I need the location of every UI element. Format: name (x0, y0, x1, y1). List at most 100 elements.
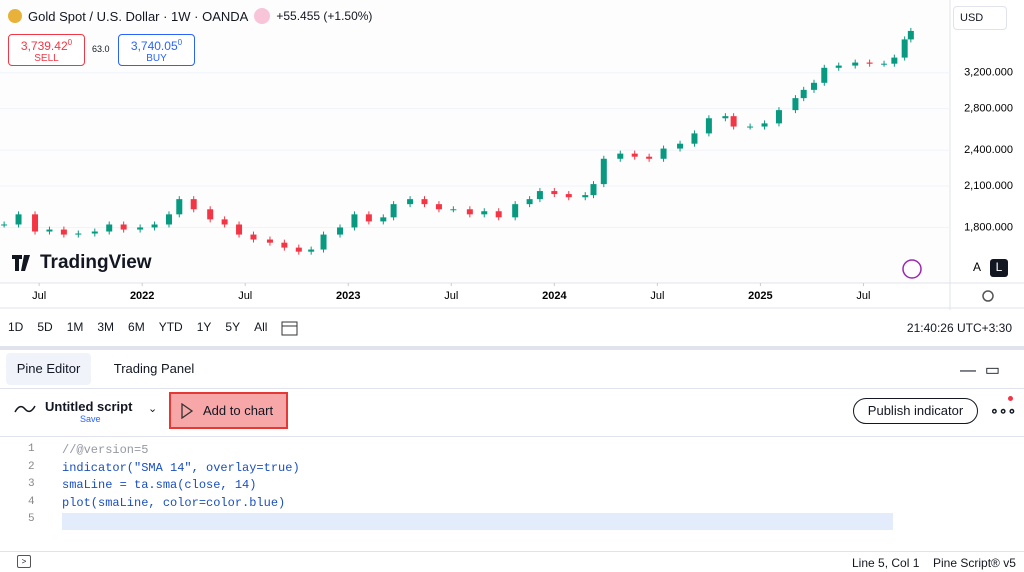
symbol: Gold Spot / U.S. Dollar · 1W · OANDA (28, 8, 249, 24)
candle (617, 153, 624, 159)
cursor-position: Line 5, Col 1 (852, 556, 920, 570)
range[interactable]: 3M (97, 320, 115, 334)
buy-button[interactable]: 3,740.050 BUY (118, 34, 195, 66)
button-bg[interactable] (990, 259, 1008, 277)
candle (590, 184, 597, 196)
candle (320, 234, 327, 250)
button-a[interactable]: A (973, 260, 981, 274)
button-l[interactable]: L (996, 260, 1003, 274)
sell-label: SELL (34, 53, 59, 64)
buy-price: 3,740.05 (130, 39, 178, 53)
candle (15, 214, 22, 225)
tab-active[interactable]: Pine Editor (6, 353, 91, 385)
candle (526, 199, 533, 205)
range[interactable]: 1Y (196, 320, 212, 334)
divider (0, 388, 1024, 389)
code-line: 4 plot(smaLine, color=color.blue) (0, 496, 900, 513)
code-text: plot(smaLine, color=color.blue) (62, 495, 286, 510)
range[interactable]: 1M (66, 320, 84, 334)
line-number: 5 (28, 513, 35, 525)
candle (407, 199, 414, 205)
code-line: 2 indicator("SMA 14", overlay=true) (0, 461, 900, 478)
candle (337, 227, 344, 235)
range[interactable]: All (254, 320, 268, 334)
symbol-bar: Gold Spot / U.S. Dollar · 1W · OANDA +55… (8, 8, 372, 24)
candle (551, 191, 558, 195)
candle (435, 204, 442, 210)
current-line (62, 513, 893, 530)
candle (536, 191, 543, 200)
date-icon[interactable] (280, 318, 300, 338)
candle (266, 239, 273, 243)
y-tick-label: 1,800.000 (964, 221, 1013, 233)
candle (281, 242, 288, 248)
add-label: Add to chart (203, 403, 274, 418)
language: Pine Script® v5 (933, 556, 1016, 570)
tab[interactable]: Trading Panel (113, 361, 195, 376)
code-text: smaLine = ta.sma(close, 14) (62, 478, 257, 492)
add-to-chart[interactable]: Add to chart (169, 392, 288, 429)
candle (821, 67, 828, 83)
candle (60, 229, 67, 235)
candle (1, 224, 8, 226)
divider (0, 346, 1024, 350)
range[interactable]: YTD (158, 320, 183, 334)
candle (881, 63, 888, 65)
candle (466, 209, 473, 215)
range[interactable]: 1D (8, 320, 24, 334)
range[interactable]: 6M (128, 320, 145, 334)
publish[interactable]: Publish indicator (853, 398, 978, 424)
x-tick-label: 2025 (748, 290, 772, 302)
symbol-icon (8, 9, 22, 23)
y-tick-label: 2,800.000 (964, 103, 1013, 115)
script-icon (14, 405, 36, 413)
code-line: 3 smaLine = ta.sma(close, 14) (0, 478, 900, 495)
candles (0, 27, 950, 286)
sell-price: 3,739.42 (20, 39, 68, 53)
spread: 63.0 (92, 44, 110, 54)
console-icon[interactable]: > (17, 555, 31, 568)
currency[interactable]: USD (953, 6, 1007, 30)
candle (46, 229, 53, 232)
line-number: 4 (28, 495, 35, 508)
candle (891, 57, 898, 64)
line-number: 3 (28, 478, 35, 490)
candle (691, 133, 698, 144)
candle (165, 214, 172, 225)
candle (631, 153, 638, 157)
watermark: TradingView (40, 252, 152, 273)
candle (792, 98, 799, 111)
x-tick-label: 2024 (542, 290, 567, 302)
more[interactable]: ∘∘∘ (990, 402, 1017, 418)
sell-button[interactable]: 3,739.420 SELL (8, 34, 85, 66)
range[interactable]: 5Y (225, 320, 241, 334)
x-tick-label: Jul (650, 290, 664, 302)
candle (151, 224, 158, 228)
save[interactable]: Save (80, 414, 101, 424)
code-line: 5 (0, 513, 900, 530)
icon[interactable] (902, 259, 922, 279)
candle (91, 231, 98, 234)
candle (421, 199, 428, 205)
candle (730, 116, 737, 127)
code-text: //@version=5 (62, 443, 149, 457)
candle (582, 195, 589, 198)
script-name[interactable]: Untitled script (45, 399, 133, 414)
y-tick-label: 3,200.000 (964, 67, 1013, 79)
logo (12, 255, 30, 271)
candle (835, 65, 842, 68)
window-controls[interactable]: — ▭ (960, 362, 1001, 379)
dropdown[interactable]: ⌄ (148, 403, 158, 415)
range[interactable]: 5D (37, 320, 53, 334)
candle (660, 148, 667, 159)
settings-icon[interactable] (982, 290, 994, 302)
sell-frac: 0 (67, 38, 73, 47)
candle (32, 214, 39, 232)
candle (351, 214, 358, 228)
clock: 21:40:26 UTC+3:30 (906, 321, 1012, 335)
candle (512, 204, 519, 218)
dot (1008, 396, 1013, 401)
candle (852, 62, 859, 66)
candle (747, 126, 754, 128)
